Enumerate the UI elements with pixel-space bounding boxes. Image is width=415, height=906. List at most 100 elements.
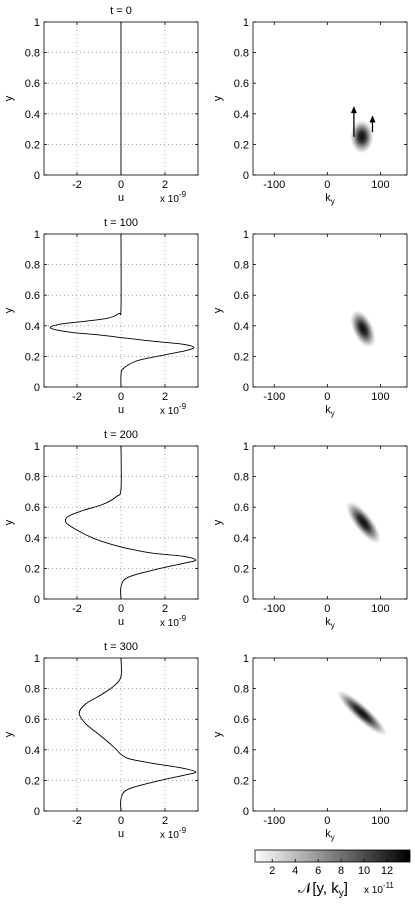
y-tick-label: 0 [243,382,249,394]
data-point [78,712,80,714]
data-point [164,354,166,356]
y-tick-label: 1 [243,653,249,665]
y-tick-label: 0.2 [25,775,40,787]
x-exponent-power: -9 [179,190,187,199]
arrow-head-1 [350,106,357,114]
y-tick-label: 0.6 [234,502,249,514]
y-tick-label: 0.8 [234,260,249,272]
colorbar-tick-label: 4 [292,865,298,877]
data-point [116,496,117,497]
x-axis-label: u [118,828,124,840]
x-tick-label: 0 [118,391,124,403]
x-axis-label: u [118,616,124,628]
data-point [193,346,195,348]
chart-panel-1: -2 0 2 0 0.2 0.4 0.6 0.8 1 y u x 10-9 t = 0 [3,5,199,205]
y-tick-label: 0.4 [25,745,40,757]
data-point [85,723,87,725]
y-tick-label: 0 [243,806,249,818]
colorbar-exponent: x 10-11 [364,881,394,896]
data-point [136,360,137,362]
x-tick-label: 2 [162,391,168,403]
y-tick-label: 1 [243,441,249,453]
y-tick-label: 0 [34,806,40,818]
chart-panel-5: -2 0 2 0 0.2 0.4 0.6 0.8 1 y u x 10-9 t = 200 [3,429,199,629]
data-point [184,562,186,564]
x-tick-label: 0 [324,603,330,615]
y-tick-label: 0.2 [234,563,249,575]
data-point [186,349,188,351]
colorbar-label: 𝒩[y, ky] [298,880,348,899]
plot-background [253,446,407,599]
x-axis-label: ky [325,192,335,206]
colorbar-tick-label: 12 [381,865,393,877]
x-tick-label: -100 [263,603,285,615]
wavepacket-blob [336,690,387,736]
colorbar-label-subscript: y [339,888,344,899]
x-tick-label: 0 [324,179,330,191]
x-tick-label: 100 [371,391,389,403]
x-exponent-power: -9 [179,402,187,411]
data-point [120,586,122,588]
data-point [129,758,131,760]
data-point [109,543,111,545]
data-point [195,559,197,561]
x-tick-label: 0 [118,603,124,615]
y-tick-label: 1 [243,17,249,29]
wavepacket-blob [350,310,376,348]
y-tick-label: 0.8 [25,472,40,484]
panel-title: t = 300 [104,641,138,653]
x-tick-label: -2 [72,179,82,191]
y-axis-label: y [212,519,224,525]
colorbar-exponent-power: -11 [383,881,395,890]
data-point [67,515,69,517]
y-tick-label: 0.4 [234,321,249,333]
y-tick-label: 0.2 [234,351,249,363]
y-tick-label: 0.2 [25,139,40,151]
data-point [182,767,184,769]
y-tick-label: 1 [243,229,249,241]
y-tick-label: 0 [34,594,40,606]
y-tick-label: 0.4 [234,109,249,121]
y-tick-label: 0.6 [25,714,40,726]
data-point [59,323,60,325]
data-point [67,331,69,333]
data-point [127,548,128,549]
data-point [151,340,153,342]
plot-background [253,22,407,175]
panel-title: t = 0 [110,5,132,17]
x-axis-label: ky [325,404,335,418]
data-point [76,529,78,531]
y-tick-label: 0.8 [234,472,249,484]
data-point [100,694,102,696]
data-point [120,307,122,308]
data-point [120,488,122,490]
y-tick-label: 0 [34,170,40,182]
wavepacket-blob [350,120,374,154]
y-tick-label: 0.6 [25,78,40,90]
data-point [120,798,122,800]
data-point [83,509,84,511]
x-exponent-power: -9 [179,614,187,623]
colorbar: 2 4 6 8 10 12 𝒩[y, ky] x 10-11 [254,849,411,899]
y-tick-label: 1 [34,17,40,29]
x-tick-label: 2 [162,815,168,827]
axes-frame [252,657,408,812]
y-tick-label: 0.8 [25,48,40,60]
x-axis-label: u [118,192,124,204]
data-point [85,703,87,705]
colorbar-tick-label: 6 [315,865,321,877]
x-tick-label: -100 [263,179,285,191]
y-tick-label: 0.8 [234,48,249,60]
colorbar-label-end: ] [344,880,348,897]
data-point [98,734,100,735]
chart-panel-3: -2 0 2 0 0.2 0.4 0.6 0.8 1 y u x 10-9 t = 100 [3,217,199,417]
panel-title: t = 100 [104,217,138,229]
x-tick-label: 2 [162,603,168,615]
data-point [153,763,155,764]
y-tick-label: 0.6 [234,290,249,302]
wavepacket-blob [346,501,381,544]
